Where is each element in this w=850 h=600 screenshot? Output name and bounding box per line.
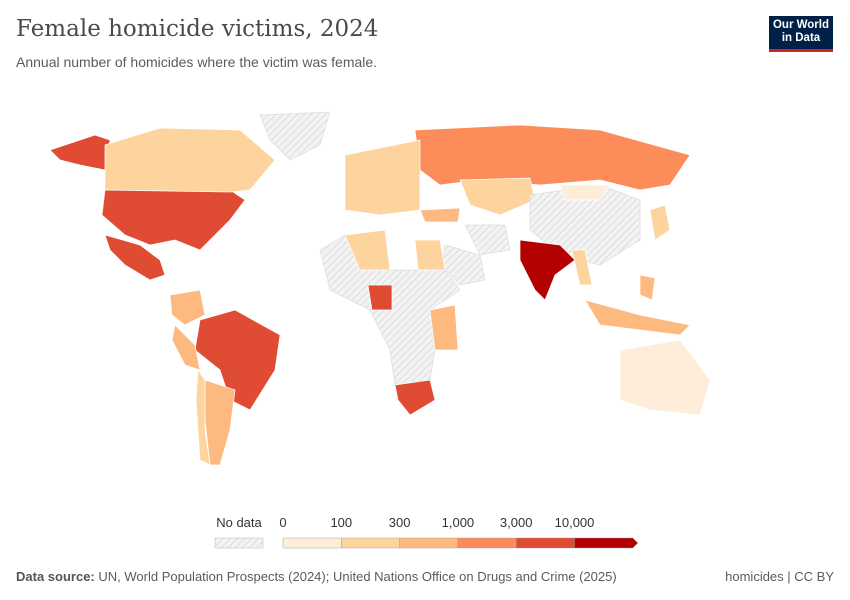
- country-myanmar[interactable]: [571, 249, 593, 286]
- country-iran[interactable]: [464, 224, 511, 256]
- country-western-europe[interactable]: [344, 139, 421, 216]
- owid-logo[interactable]: Our World in Data: [769, 16, 833, 52]
- source-label: Data source:: [16, 569, 95, 584]
- country-south-africa[interactable]: [394, 379, 436, 416]
- country-australia[interactable]: [619, 339, 711, 416]
- country-algeria[interactable]: [344, 229, 391, 271]
- legend-tick: 300: [388, 515, 411, 530]
- country-argentina[interactable]: [204, 379, 236, 466]
- legend-bar: [214, 537, 639, 549]
- world-map: [49, 111, 711, 466]
- legend-tick: 100: [330, 515, 353, 530]
- license[interactable]: homicides | CC BY: [725, 569, 834, 584]
- legend-tick: 1,000: [441, 515, 475, 530]
- country-colombia[interactable]: [169, 289, 206, 326]
- legend-bin-4[interactable]: [516, 537, 575, 549]
- country-chile[interactable]: [195, 368, 211, 466]
- legend-tick: 3,000: [499, 515, 533, 530]
- legend-bin-3[interactable]: [457, 537, 517, 549]
- country-mexico[interactable]: [104, 234, 166, 281]
- legend-bin-1[interactable]: [341, 537, 400, 549]
- data-source: Data source: UN, World Population Prospe…: [16, 569, 617, 584]
- legend-tick: 0: [279, 515, 287, 530]
- country-turkey[interactable]: [419, 207, 461, 223]
- country-egypt[interactable]: [414, 239, 446, 271]
- country-japan[interactable]: [649, 204, 671, 241]
- country-canada[interactable]: [104, 127, 276, 193]
- legend-bin-0[interactable]: [282, 537, 342, 549]
- country-philippines[interactable]: [639, 274, 656, 301]
- country-indonesia[interactable]: [584, 299, 691, 336]
- country-kazakhstan[interactable]: [459, 177, 536, 216]
- legend-bin-2[interactable]: [399, 537, 459, 549]
- country-india[interactable]: [519, 239, 576, 301]
- country-tanzania[interactable]: [429, 304, 459, 351]
- legend-no-data-label: No data: [216, 515, 262, 530]
- page-subtitle: Annual number of homicides where the vic…: [16, 54, 378, 70]
- country-greenland[interactable]: [259, 111, 331, 161]
- country-russia[interactable]: [414, 124, 691, 191]
- legend-no-data-swatch: [214, 537, 264, 549]
- country-nigeria[interactable]: [367, 284, 393, 311]
- country-brazil[interactable]: [194, 309, 281, 411]
- country-mongolia[interactable]: [559, 184, 611, 201]
- page-title: Female homicide victims, 2024: [16, 16, 379, 42]
- legend-tick: 10,000: [554, 515, 595, 530]
- legend-bin-5[interactable]: [574, 537, 639, 549]
- source-text[interactable]: UN, World Population Prospects (2024); U…: [98, 569, 617, 584]
- country-peru[interactable]: [171, 324, 201, 371]
